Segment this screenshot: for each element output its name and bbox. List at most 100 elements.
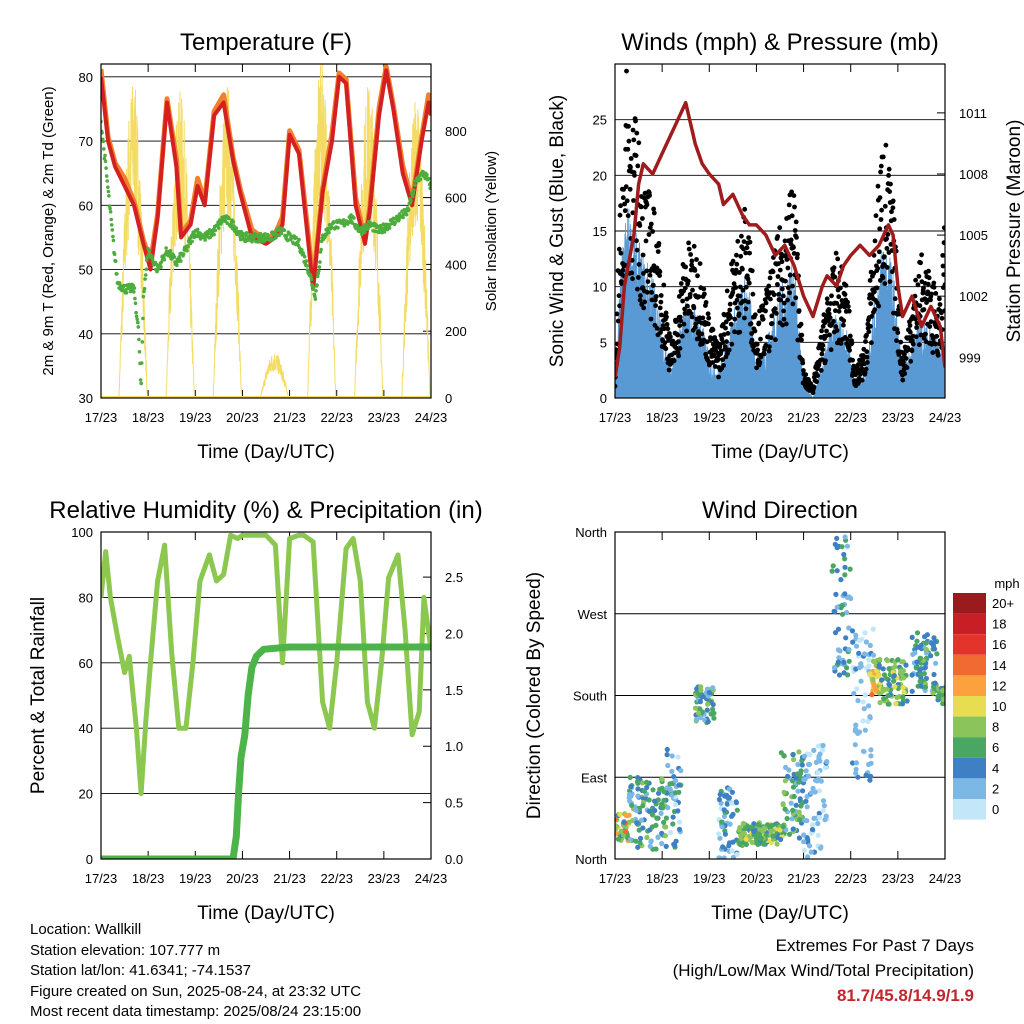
gust-point — [752, 328, 758, 334]
wind-direction-point — [716, 831, 722, 837]
wind-direction-point — [834, 604, 840, 610]
dewpoint-point — [190, 239, 194, 244]
gust-point — [781, 308, 786, 314]
wind-direction-point — [855, 698, 861, 704]
gust-point — [624, 68, 629, 74]
wind-direction-point — [677, 819, 683, 825]
wind-direction-point — [627, 774, 633, 781]
wind-direction-point — [641, 788, 648, 794]
wind-direction-point — [866, 703, 872, 709]
p1-xtick-label: 17/23 — [85, 410, 118, 425]
gust-point — [647, 193, 652, 198]
gust-point — [865, 360, 870, 365]
dewpoint-point — [162, 257, 167, 262]
p3-xtick-label: 24/23 — [415, 871, 448, 886]
gust-point — [842, 304, 848, 310]
wind-direction-point — [862, 630, 868, 636]
dewpoint-point — [104, 174, 109, 178]
p2-frame — [614, 63, 946, 399]
gust-point — [741, 246, 746, 252]
gust-point — [824, 328, 829, 334]
gust-point — [832, 274, 838, 280]
wind-direction-point — [738, 835, 744, 842]
gust-point — [763, 300, 769, 306]
gust-point — [729, 341, 735, 347]
gust-point — [792, 204, 797, 210]
wind-direction-point — [740, 821, 746, 827]
wind-direction-point — [791, 793, 797, 800]
dewpoint-point — [186, 245, 190, 249]
gust-point — [819, 328, 824, 334]
gust-point — [654, 326, 660, 331]
gust-point — [755, 347, 760, 353]
gust-point — [884, 246, 890, 251]
dewpoint-point — [377, 230, 382, 235]
wind-direction-point — [784, 815, 790, 822]
gust-point — [719, 336, 725, 342]
wind-direction-point — [824, 759, 830, 765]
gust-point — [915, 282, 921, 288]
dewpoint-point — [113, 259, 118, 264]
dewpoint-point — [313, 297, 318, 301]
gust-point — [678, 281, 684, 286]
wind-direction-point — [931, 671, 937, 678]
wind-direction-point — [881, 696, 887, 702]
wind-direction-point — [923, 646, 929, 653]
legend-swatch — [953, 654, 986, 676]
wind-direction-point — [756, 831, 762, 837]
wind-direction-point — [883, 675, 889, 681]
dewpoint-point — [304, 259, 309, 263]
gust-point — [868, 301, 874, 306]
gust-point — [637, 297, 643, 303]
wind-direction-point — [860, 699, 866, 705]
wind-direction-point — [706, 690, 712, 696]
gust-point — [935, 352, 941, 358]
wind-direction-point — [770, 833, 776, 839]
wind-direction-point — [817, 758, 823, 764]
wind-direction-point — [900, 684, 906, 691]
dewpoint-point — [137, 337, 141, 342]
wind-direction-point — [853, 760, 860, 766]
gust-point — [749, 337, 755, 343]
p1-ytick-label: 60 — [79, 198, 93, 213]
p3-frame — [100, 531, 432, 860]
wind-direction-point — [790, 784, 797, 790]
wind-direction-point — [853, 722, 859, 728]
gust-point — [636, 275, 641, 280]
wind-direction-point — [638, 835, 644, 842]
dewpoint-point — [133, 296, 137, 301]
dewpoint-point — [111, 238, 116, 243]
gust-point — [834, 301, 840, 306]
gust-point — [644, 202, 650, 208]
gust-point — [636, 140, 642, 146]
gust-point — [863, 339, 868, 344]
p3-plot-area — [101, 532, 431, 859]
legend-swatch — [953, 613, 986, 635]
wind-direction-point — [737, 841, 743, 847]
dewpoint-point — [112, 252, 117, 256]
p2-y2tick-label: 1005 — [959, 228, 988, 243]
wind-direction-point — [804, 794, 810, 800]
wind-direction-point — [801, 832, 807, 838]
gust-point — [738, 284, 743, 290]
wind-direction-point — [717, 791, 723, 798]
gust-point — [649, 290, 654, 295]
gust-point — [847, 347, 852, 353]
dewpoint-point — [142, 289, 146, 294]
gust-point — [668, 334, 673, 340]
p4-ytick-label: South — [573, 689, 607, 704]
wind-direction-point — [863, 772, 869, 778]
wind-direction-point — [909, 634, 915, 641]
gust-point — [687, 292, 693, 297]
wind-direction-point — [796, 749, 802, 755]
p1-xtick-label: 18/23 — [132, 410, 165, 425]
gust-point — [647, 225, 653, 231]
dewpoint-point — [393, 220, 398, 225]
gust-point — [814, 379, 819, 385]
gust-point — [690, 287, 695, 293]
wind-direction-point — [812, 777, 819, 783]
gust-point — [657, 305, 663, 311]
gust-point — [778, 297, 784, 303]
gust-point — [674, 345, 679, 351]
wind-direction-point — [900, 694, 906, 700]
